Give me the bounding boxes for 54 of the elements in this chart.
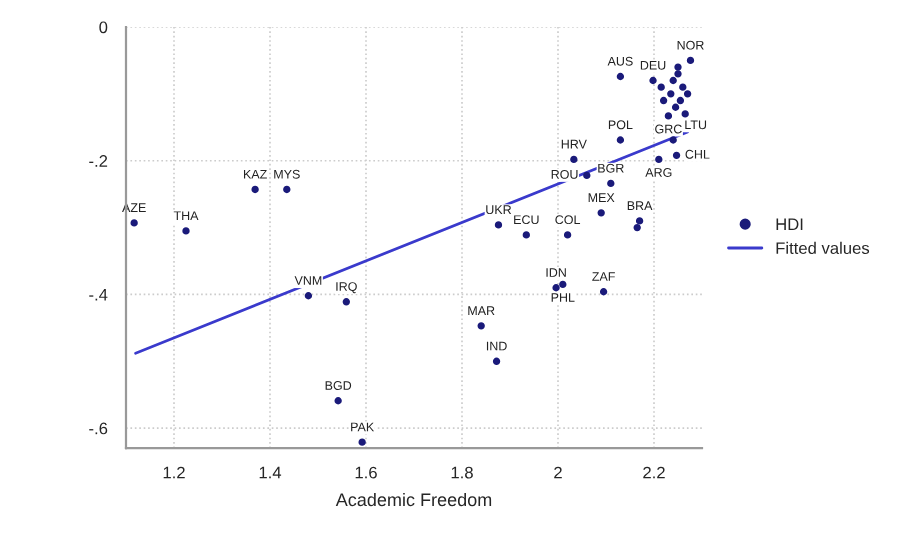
x-tick-label: 1.8	[451, 466, 473, 479]
point	[667, 90, 675, 98]
point	[664, 112, 673, 120]
point	[334, 397, 342, 405]
y-tick-label: -.4	[89, 289, 108, 301]
point	[477, 322, 485, 330]
point	[492, 357, 501, 365]
legend-label: Fitted values	[776, 241, 870, 255]
point	[597, 209, 605, 217]
point	[559, 280, 567, 289]
point	[679, 83, 687, 91]
point	[669, 136, 677, 144]
point	[681, 110, 689, 118]
x-tick-label: 1.6	[355, 466, 377, 479]
point	[657, 83, 665, 91]
point	[130, 219, 138, 227]
x-tick-label: 1.4	[259, 466, 282, 479]
point	[649, 76, 657, 85]
x-tick-label: 1.2	[163, 466, 185, 479]
point	[674, 70, 682, 78]
legend-label: HDI	[776, 218, 803, 230]
x-tick-label: 2.2	[643, 466, 665, 479]
point	[494, 221, 503, 229]
y-tick-label: -.2	[89, 155, 108, 167]
point	[552, 284, 560, 292]
point	[633, 223, 641, 232]
point	[616, 72, 625, 81]
point	[676, 96, 685, 105]
x-tick-label: 2	[554, 466, 562, 479]
point	[599, 288, 608, 296]
point	[686, 56, 695, 65]
point	[522, 231, 530, 239]
y-tick-label: 0	[99, 21, 108, 34]
point	[304, 292, 313, 300]
point	[655, 155, 663, 164]
point	[616, 136, 625, 144]
point	[358, 438, 366, 446]
point	[683, 90, 692, 98]
point	[563, 231, 572, 239]
point	[182, 227, 190, 235]
point	[607, 179, 615, 188]
point	[659, 96, 668, 105]
point	[283, 185, 291, 194]
point	[570, 155, 578, 164]
point	[342, 298, 350, 306]
point	[583, 171, 591, 180]
point	[671, 103, 680, 111]
point	[251, 185, 259, 194]
point	[672, 151, 681, 160]
point	[635, 217, 644, 225]
point	[674, 63, 682, 71]
x-axis-title: Academic Freedom	[335, 492, 492, 507]
y-tick-label: -.6	[89, 422, 108, 435]
point	[669, 76, 677, 85]
